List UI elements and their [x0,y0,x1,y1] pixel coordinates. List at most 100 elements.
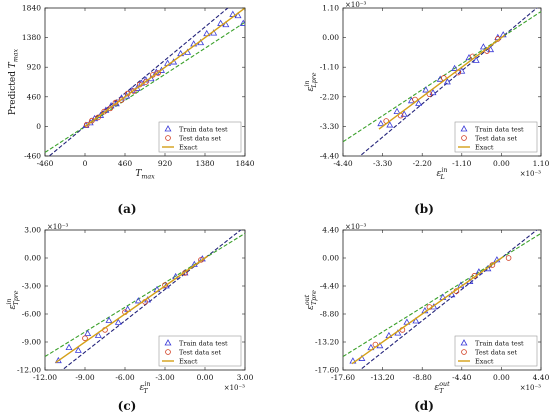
train-point-c-2 [74,346,82,353]
legend-label-c-2: Exact [179,358,198,366]
y-axis-label-d: εoutTpre [304,290,318,310]
x-tick-label-c-1: -9.00 [75,373,94,382]
x-tick-label-d-0: -17.60 [331,373,355,382]
exact-line-d [351,256,504,365]
train-point-b-15 [487,45,495,53]
x-tick-label-c-5: 3.00 [237,373,254,382]
test-point-a-10 [143,79,149,85]
plot-frame-d [342,229,542,371]
train-point-c-5 [105,316,113,323]
legend-label-a-0: Train data test [179,126,228,134]
legend-marker-test-b [461,135,467,141]
train-point-a-27 [234,11,242,19]
lower-bound-line-a [45,21,245,153]
legend-label-a-1: Test data set [179,135,221,143]
y-tick-label-c-3: -3.00 [22,282,41,291]
lower-bound-line-b [343,11,541,143]
y-tick-label-c-4: 0.00 [24,254,41,263]
panel-c: -12.00-12.00 -9.00 -9.00 -6.00 -6.00 -3.00 -3.… [6,223,254,395]
train-point-c-8 [134,297,142,304]
legend-marker-train-a [164,125,172,132]
train-point-b-3 [400,110,408,117]
legend-marker-test-c [165,349,171,355]
x-tick-label-a-1: 0 [83,159,88,168]
panel-b: -4.40-4.40 -3.30 -3.30 -2.20 -2.20 -1.10 -1.10… [304,1,550,181]
legend-label-d-1: Test data set [475,349,517,357]
test-point-a-4 [107,105,114,112]
panel-label-b: (b) [414,202,434,216]
test-point-d-5 [489,262,496,268]
exact-line-c [55,255,209,364]
plot-area-d [343,230,541,370]
legend-marker-train-b [460,125,468,132]
exact-line-b [378,34,506,130]
y-tick-label-a-0: -460 [24,152,41,161]
train-point-b-9 [443,78,451,85]
x-tick-label-b-0: -4.40 [333,159,352,168]
train-point-b-7 [429,88,437,96]
train-point-c-4 [94,331,102,338]
plot-frame-c [44,229,246,371]
train-point-d-7 [412,317,420,324]
legend-label-b-0: Train data test [475,126,524,134]
x-tick-label-d-2: -8.80 [413,373,432,382]
legend-marker-test-a [165,135,171,141]
upper-bound-line-c [61,230,242,370]
y-tick-label-c-0: -12.00 [17,366,41,375]
y-tick-label-c-5: 3.00 [24,226,41,235]
panel-a: -460-460 0 0 460 460 920 920 1380 1380 1840 1840 Tm… [8,4,255,181]
test-point-a-1 [89,117,95,124]
legend-label-d-2: Exact [475,358,494,366]
y-tick-label-c-1: -9.00 [22,338,41,347]
y-tick-label-d-5: 4.40 [322,226,339,235]
y-tick-label-a-3: 920 [27,63,42,72]
upper-bound-line-d [359,230,538,370]
y-tick-label-a-4: 1380 [22,33,41,42]
x-tick-label-a-2: 460 [118,159,133,168]
test-point-a-8 [130,88,137,94]
x-multiplier-d: ×10⁻³ [520,384,541,392]
x-axis-label-b: εin L [437,167,448,181]
test-point-a-0 [83,121,90,128]
test-point-a-3 [101,108,107,115]
panel-label-d: (d) [414,399,434,413]
exact-line-a [84,8,245,127]
x-tick-label-c-2: -6.00 [115,373,134,382]
x-tick-label-b-3: -1.10 [452,159,471,168]
upper-bound-line-a [48,8,229,156]
x-tick-label-d-4: 0.00 [493,373,510,382]
x-tick-label-a-5: 1840 [235,159,254,168]
y-tick-label-b-3: -1.10 [320,63,339,72]
train-point-b-10 [451,64,459,71]
train-point-b-13 [472,56,480,63]
train-point-a-10 [133,84,141,91]
x-tick-label-b-5: 1.10 [533,159,550,168]
y-tick-label-a-1: 0 [36,122,41,131]
train-point-b-0 [377,119,385,127]
y-axis-label-c: εinTpre [6,290,20,309]
train-point-c-3 [84,329,92,337]
train-point-b-11 [458,67,466,74]
y-multiplier-d: ×10⁻³ [345,223,366,231]
lower-bound-line-d [343,232,541,358]
y-tick-label-d-4: 0.00 [322,254,339,263]
y-tick-label-a-2: 460 [27,92,42,101]
test-point-c-0 [82,335,88,342]
x-axis-label-a: Tmax [135,169,155,181]
legend-label-b-1: Test data set [475,135,517,143]
y-tick-label-a-5: 1840 [22,4,41,13]
legend-marker-train-c [164,339,172,346]
y-multiplier-c: ×10⁻³ [47,223,68,231]
test-point-d-6 [505,255,512,261]
y-tick-label-d-3: -4.40 [320,282,339,291]
x-tick-label-a-3: 920 [158,159,173,168]
legend-label-c-0: Train data test [179,340,228,348]
y-tick-label-d-1: -13.20 [315,338,339,347]
legend-marker-train-d [460,339,468,346]
x-axis-label-c: εin T [140,381,151,395]
train-point-a-15 [158,66,166,73]
train-point-a-25 [222,20,230,28]
legend-marker-test-d [461,349,467,355]
